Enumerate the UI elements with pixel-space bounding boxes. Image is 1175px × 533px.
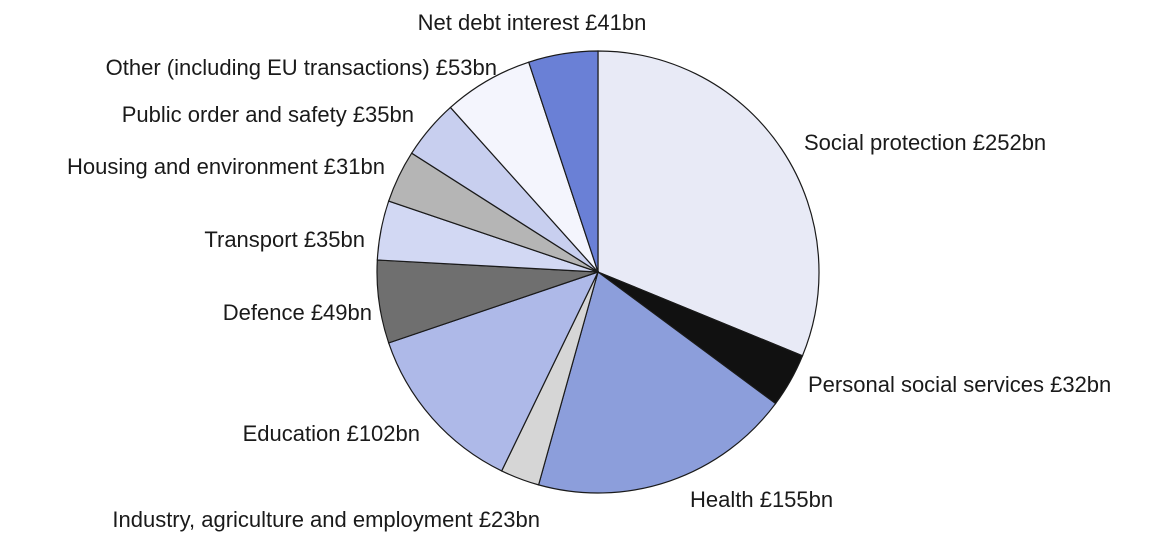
- pie-label-other-including-eu-transactions: Other (including EU transactions) £53bn: [106, 55, 497, 80]
- pie-slice-health: [537, 270, 777, 494]
- pie-slice-education: [387, 270, 600, 472]
- pie-label-public-order-and-safety: Public order and safety £35bn: [122, 102, 414, 127]
- pie-label-social-protection: Social protection £252bn: [804, 130, 1046, 155]
- pie-slice-social-protection: [597, 50, 820, 357]
- pie-label-defence: Defence £49bn: [223, 300, 372, 325]
- pie-slice-net-debt-interest: [527, 50, 599, 273]
- pie-slices: [376, 50, 820, 494]
- pie-label-health: Health £155bn: [690, 487, 833, 512]
- pie-label-industry-agriculture-and-employment: Industry, agriculture and employment £23…: [112, 507, 540, 532]
- pie-label-personal-social-services: Personal social services £32bn: [808, 372, 1111, 397]
- pie-label-housing-and-environment: Housing and environment £31bn: [67, 154, 385, 179]
- pie-label-transport: Transport £35bn: [204, 227, 365, 252]
- pie-label-net-debt-interest: Net debt interest £41bn: [418, 10, 647, 35]
- pie-label-education: Education £102bn: [243, 421, 420, 446]
- pie-labels: Social protection £252bn Personal social …: [67, 10, 1111, 532]
